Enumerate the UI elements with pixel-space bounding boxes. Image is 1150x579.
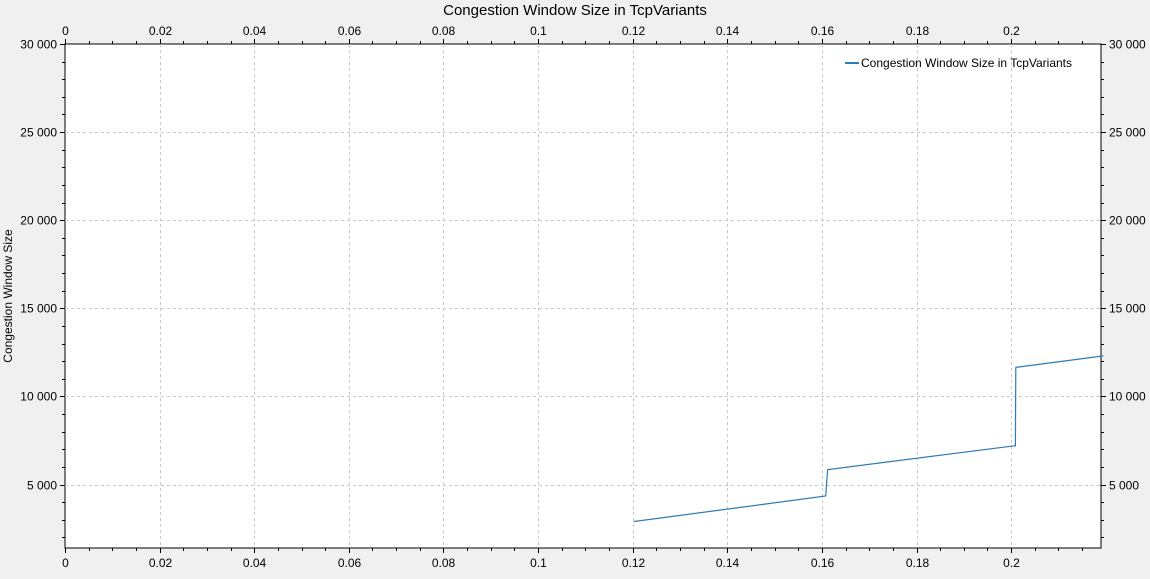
plot-area (64, 43, 1102, 549)
x-tick-label-top: 0.1 (530, 24, 547, 38)
x-tick-label-bottom: 0.2 (1003, 556, 1020, 570)
x-tick-label-top: 0.18 (906, 24, 930, 38)
y-tick-label-left: 5 000 (27, 479, 57, 493)
y-tick-label-left: 20 000 (20, 214, 57, 228)
y-tick-label-left: 30 000 (20, 38, 57, 52)
y-axis-label: Congestion Window Size (1, 229, 15, 363)
y-tick-label-right: 5 000 (1109, 479, 1139, 493)
x-tick-label-top: 0.06 (338, 24, 362, 38)
y-tick-label-right: 30 000 (1109, 38, 1146, 52)
series-line (633, 355, 1104, 523)
x-tick-label-top: 0.02 (149, 24, 173, 38)
x-tick-label-top: 0.2 (1003, 24, 1020, 38)
grid-lines (65, 44, 1101, 548)
series-layer (633, 355, 1104, 523)
axes: 0 0 0.02 0.02 0.04 0.04 0.06 0.06 0.08 0.08 0.1 0.1… (20, 24, 1146, 570)
x-tick-label-bottom: 0 (62, 556, 69, 570)
x-tick-label-bottom: 0.08 (432, 556, 456, 570)
legend-label: Congestion Window Size in TcpVariants (861, 56, 1072, 70)
y-tick-label-right: 25 000 (1109, 126, 1146, 140)
y-tick-label-right: 20 000 (1109, 214, 1146, 228)
x-tick-label-bottom: 0.1 (530, 556, 547, 570)
x-tick-label-bottom: 0.06 (338, 556, 362, 570)
y-tick-label-left: 25 000 (20, 126, 57, 140)
x-tick-label-top: 0.12 (622, 24, 646, 38)
y-tick-label-right: 15 000 (1109, 302, 1146, 316)
chart-title: Congestion Window Size in TcpVariants (443, 2, 707, 19)
x-tick-label-top: 0.16 (811, 24, 835, 38)
y-tick-label-left: 10 000 (20, 390, 57, 404)
x-tick-label-bottom: 0.04 (243, 556, 267, 570)
y-tick-label-right: 10 000 (1109, 390, 1146, 404)
x-tick-label-top: 0 (62, 24, 69, 38)
x-tick-label-bottom: 0.18 (906, 556, 930, 570)
x-tick-label-top: 0.04 (243, 24, 267, 38)
x-tick-label-bottom: 0.14 (716, 556, 740, 570)
x-tick-label-bottom: 0.02 (149, 556, 173, 570)
x-tick-label-top: 0.14 (716, 24, 740, 38)
x-tick-label-bottom: 0.16 (811, 556, 835, 570)
legend: Congestion Window Size in TcpVariants (845, 56, 1072, 70)
x-tick-label-top: 0.08 (432, 24, 456, 38)
y-tick-label-left: 15 000 (20, 302, 57, 316)
x-tick-label-bottom: 0.12 (622, 556, 646, 570)
